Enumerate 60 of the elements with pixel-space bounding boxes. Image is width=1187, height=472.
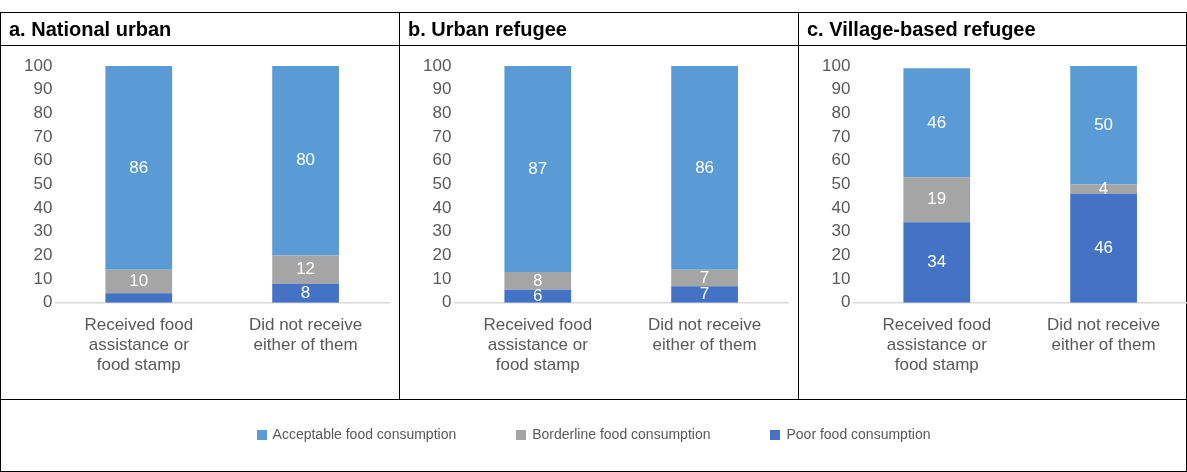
chart-title: b. Urban refugee (400, 13, 798, 46)
y-tick-label: 50 (432, 174, 452, 194)
x-tick-label: Did not receive either of them (647, 314, 762, 355)
data-label: 87 (528, 158, 548, 178)
y-tick-label: 60 (432, 150, 452, 170)
x-tick-label: Received food assistance or food stamp (84, 314, 194, 375)
y-tick-label: 80 (432, 103, 452, 123)
x-tick-label: Received food assistance or food stamp (483, 314, 593, 375)
data-label: 19 (927, 189, 947, 209)
data-label: 10 (129, 271, 149, 291)
data-label: 12 (296, 259, 316, 279)
y-tick-label: 90 (831, 79, 851, 99)
legend-label: Poor food consumption (785, 426, 931, 442)
y-tick-label: 30 (432, 221, 452, 241)
y-tick-label: 90 (33, 79, 53, 99)
data-label: 86 (129, 157, 149, 177)
y-tick-label: 80 (831, 103, 851, 123)
y-tick-label: 60 (33, 150, 53, 170)
data-label: 7 (699, 267, 710, 287)
y-tick-label: 70 (432, 126, 452, 146)
data-label: 8 (300, 283, 311, 303)
y-tick-label: 40 (831, 197, 851, 217)
y-tick-label: 20 (432, 245, 452, 265)
y-tick-label: 100 (23, 55, 53, 75)
x-tick-label: Received food assistance or food stamp (882, 314, 992, 375)
y-tick-label: 20 (831, 245, 851, 265)
chart-title: c. Village-based refugee (799, 13, 1187, 46)
y-tick-label: 100 (422, 55, 452, 75)
y-tick-label: 0 (441, 292, 452, 312)
y-tick-label: 10 (33, 268, 53, 288)
y-tick-label: 80 (33, 103, 53, 123)
y-tick-label: 50 (33, 174, 53, 194)
data-label: 4 (1098, 178, 1109, 198)
data-label: 7 (699, 284, 710, 304)
y-tick-label: 10 (831, 268, 851, 288)
y-tick-label: 70 (831, 126, 851, 146)
data-label: 80 (296, 150, 316, 170)
y-tick-label: 10 (432, 268, 452, 288)
y-tick-label: 0 (42, 292, 53, 312)
legend-label: Acceptable food consumption (271, 426, 457, 442)
y-tick-label: 40 (33, 197, 53, 217)
data-label: 46 (1094, 238, 1114, 258)
data-label: 46 (927, 112, 947, 132)
y-tick-label: 50 (831, 174, 851, 194)
x-tick-label: Did not receive either of them (1046, 314, 1161, 355)
y-tick-label: 30 (831, 221, 851, 241)
y-tick-label: 20 (33, 245, 53, 265)
y-tick-label: 40 (432, 197, 452, 217)
legend-label: Borderline food consumption (531, 426, 711, 442)
y-tick-label: 0 (840, 292, 851, 312)
data-label: 50 (1094, 114, 1114, 134)
y-tick-label: 100 (821, 55, 851, 75)
y-tick-label: 70 (33, 126, 53, 146)
data-label: 86 (695, 157, 715, 177)
data-label: 34 (927, 252, 947, 272)
y-tick-label: 30 (33, 221, 53, 241)
chart-title: a. National urban (1, 13, 399, 46)
y-tick-label: 90 (432, 79, 452, 99)
x-tick-label: Did not receive either of them (248, 314, 363, 355)
y-tick-label: 60 (831, 150, 851, 170)
